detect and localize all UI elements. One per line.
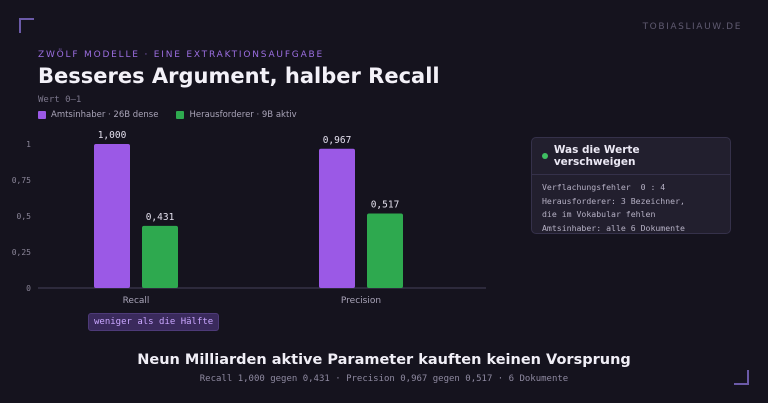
bar	[319, 148, 355, 288]
chart-title: Besseres Argument, halber Recall	[38, 64, 440, 88]
bar	[94, 144, 130, 288]
y-tick-label: 0	[26, 284, 31, 293]
legend-label-challenger: Herausforderer · 9B aktiv	[189, 110, 297, 120]
y-tick-label: 1	[26, 140, 31, 149]
data-label: 0,431	[146, 212, 175, 223]
legend-swatch-purple	[38, 111, 46, 119]
info-line: Herausforderer: 3 Bezeichner,	[542, 195, 685, 206]
legend-label-incumbent: Amtsinhaber · 26B dense	[51, 110, 159, 120]
info-line: Amtsinhaber: alle 6 Dokumente	[542, 222, 685, 233]
legend-swatch-green	[176, 111, 185, 119]
info-panel-body: Verflachungsfehler 0 : 4 Herausforderer: …	[532, 175, 730, 241]
status-dot-icon	[542, 153, 548, 159]
legend-item-incumbent: Amtsinhaber · 26B dense	[38, 110, 158, 120]
y-tick-label: 0,5	[17, 212, 32, 221]
x-tick-label: Precision	[341, 296, 381, 306]
corner-mark-top-left	[19, 18, 34, 33]
y-tick-label: 0,25	[12, 248, 31, 257]
footer-title: Neun Milliarden aktive Parameter kauften…	[137, 352, 631, 368]
y-axis-label: Wert 0–1	[38, 95, 82, 105]
y-tick-label: 0,75	[12, 176, 31, 185]
info-line: die im Vokabular fehlen	[542, 209, 656, 219]
footer-subtitle: Recall 1,000 gegen 0,431 · Precision 0,9…	[199, 374, 569, 384]
info-panel: Was die Werte verschweigen Verflachungsf…	[531, 137, 731, 234]
bar	[142, 225, 178, 288]
data-label: 1,000	[98, 130, 127, 141]
info-line: Verflachungsfehler 0 : 4	[542, 182, 666, 192]
bar	[367, 213, 403, 288]
x-tick-label: Recall	[123, 296, 150, 306]
legend: Amtsinhaber · 26B dense Herausforderer ·…	[38, 110, 297, 120]
corner-mark-bottom-right	[734, 370, 749, 385]
data-label: 0,517	[371, 200, 400, 211]
annotation-badge: weniger als die Hälfte	[88, 313, 220, 331]
info-panel-title: Was die Werte verschweigen	[553, 144, 640, 168]
eyebrow-label: ZWÖLF MODELLE · EINE EXTRAKTIONSAUFGABE	[38, 50, 324, 60]
brand-label: TOBIASLIAUW.DE	[642, 22, 742, 32]
data-label: 0,967	[323, 135, 352, 146]
info-panel-header: Was die Werte verschweigen	[532, 138, 730, 175]
legend-item-challenger: Herausforderer · 9B aktiv	[176, 110, 297, 120]
